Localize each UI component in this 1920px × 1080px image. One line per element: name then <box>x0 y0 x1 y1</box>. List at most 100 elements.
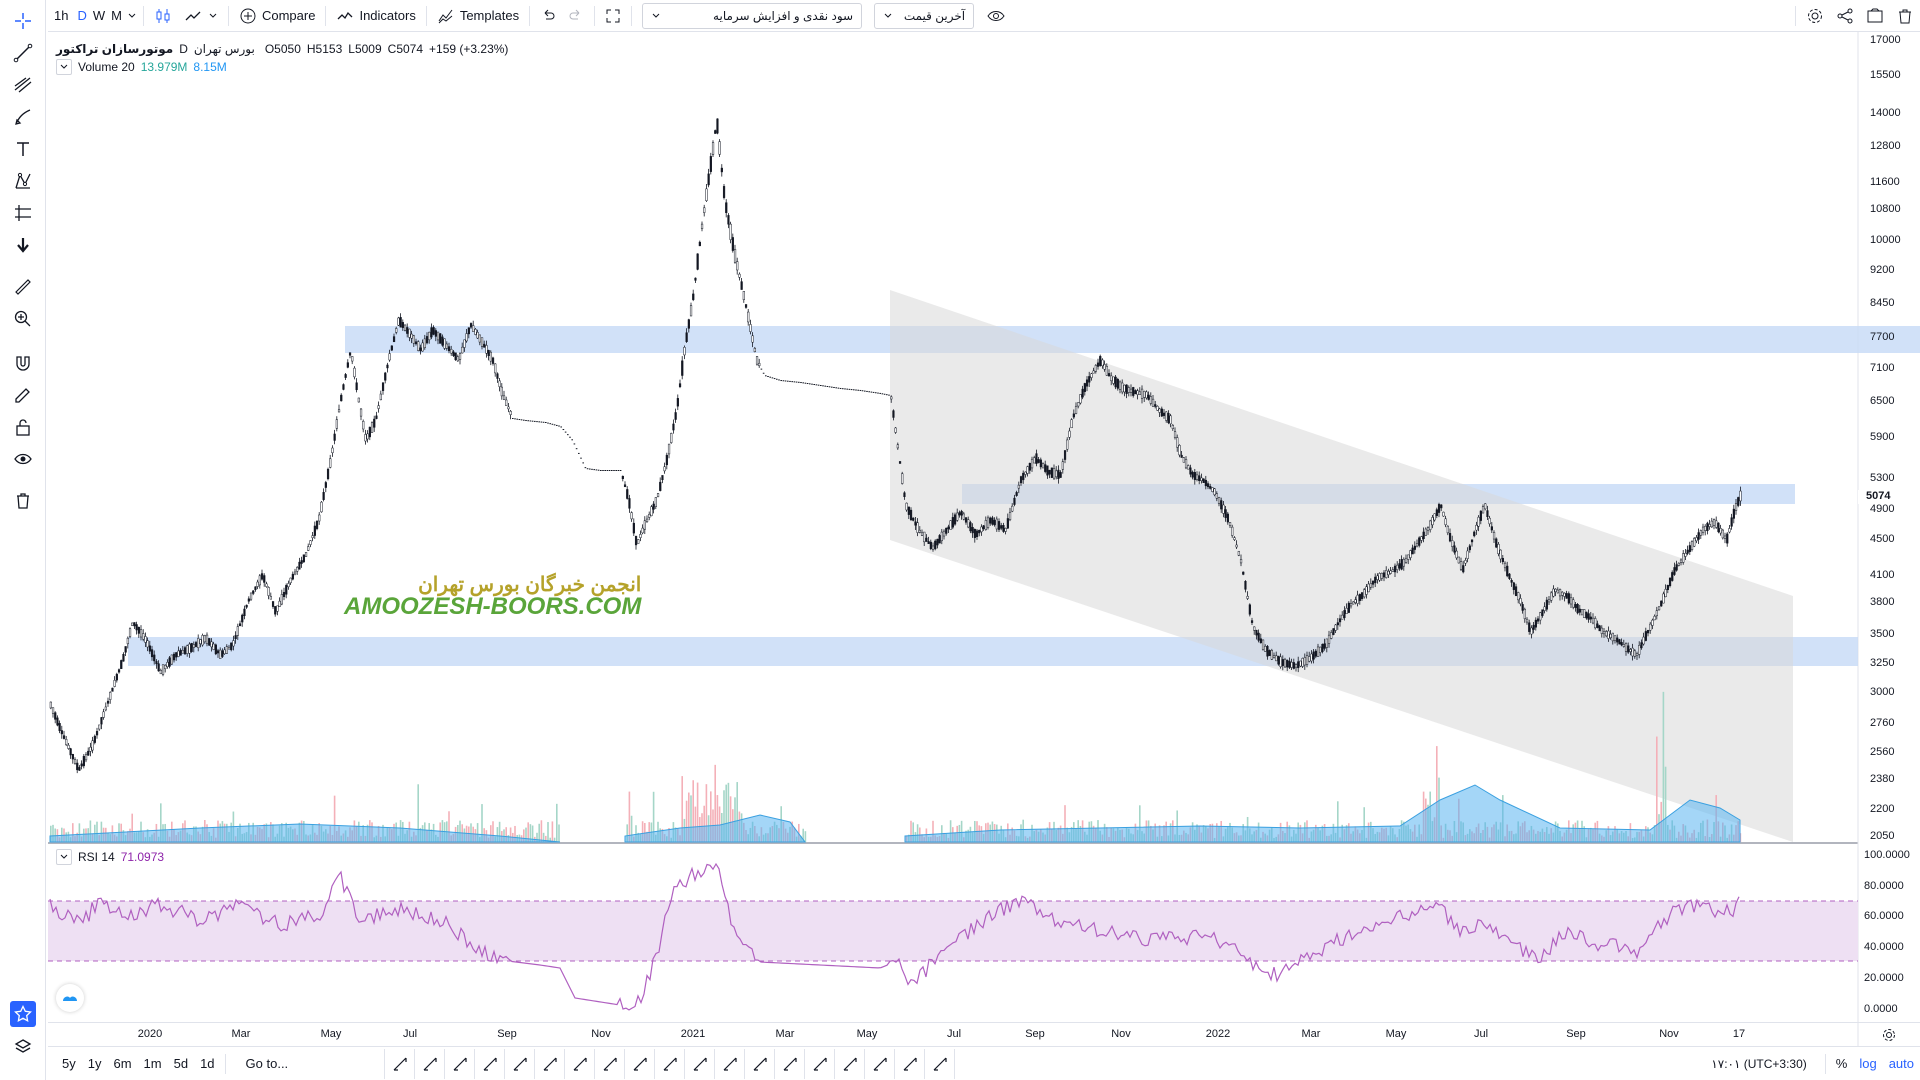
clock-display[interactable]: ۱۷:۰۱ (UTC+3:30) <box>1711 1056 1807 1071</box>
date-range-icon[interactable] <box>835 1048 866 1079</box>
parallel-channel-icon[interactable] <box>415 1048 446 1079</box>
range-5y[interactable]: 5y <box>62 1056 76 1071</box>
fib-retracement-icon[interactable] <box>10 72 36 98</box>
table-icon[interactable] <box>715 1048 746 1079</box>
collapse-legend-button[interactable] <box>56 59 72 75</box>
magnet-icon[interactable] <box>10 350 36 376</box>
candle <box>51 707 55 714</box>
trash-icon[interactable] <box>10 488 36 514</box>
arrow-down-icon[interactable] <box>10 232 36 258</box>
cross-line-icon[interactable] <box>595 1048 626 1079</box>
range-5d[interactable]: 5d <box>173 1056 189 1071</box>
rsi-axis[interactable]: 100.0000 80.0000 60.0000 40.0000 20.0000 0.00… <box>1864 849 1910 1015</box>
candle <box>975 530 979 538</box>
xabcd-pattern-icon[interactable] <box>805 1048 836 1079</box>
delete-button[interactable] <box>1890 0 1920 32</box>
pattern-icon[interactable] <box>10 168 36 194</box>
candle <box>931 545 935 550</box>
candle <box>1360 592 1364 599</box>
range-6m[interactable]: 6m <box>113 1056 132 1071</box>
interval-m[interactable]: M <box>108 0 125 32</box>
range-1y[interactable]: 1y <box>87 1056 102 1071</box>
interval-1h[interactable]: 1h <box>48 0 74 32</box>
text-icon[interactable] <box>10 136 36 162</box>
tradingview-logo-icon[interactable] <box>56 984 84 1012</box>
axis-settings-button[interactable] <box>1858 1022 1920 1046</box>
line-style-button[interactable] <box>178 0 224 32</box>
price-source-dropdown[interactable]: آخرین قیمت <box>874 2 975 29</box>
settings-button[interactable] <box>1800 0 1830 32</box>
goto-button[interactable]: Go to... <box>245 1056 289 1071</box>
interval-w[interactable]: W <box>90 0 108 32</box>
templates-button[interactable]: Templates <box>431 0 525 32</box>
pencil-lock-icon[interactable] <box>10 382 36 408</box>
volume-label[interactable]: Volume 20 <box>78 60 135 74</box>
time-axis[interactable]: 2020 Mar May Jul Sep Nov 2021 Mar May Jul Sep Nov 20… <box>48 1022 1858 1046</box>
abcd-pattern-icon[interactable] <box>745 1048 776 1079</box>
price-zone[interactable] <box>345 326 1920 353</box>
auto-toggle[interactable]: auto <box>1888 1056 1914 1071</box>
indicators-button[interactable]: Indicators <box>330 0 421 32</box>
range-1d[interactable]: 1d <box>200 1056 215 1071</box>
candle <box>694 277 697 281</box>
descending-channel[interactable] <box>890 290 1793 842</box>
range-1m[interactable]: 1m <box>143 1056 162 1071</box>
crosshair-icon[interactable] <box>10 8 36 34</box>
candle <box>879 392 881 394</box>
ruler-icon[interactable] <box>10 274 36 300</box>
visibility-button[interactable] <box>980 0 1012 32</box>
candle <box>373 418 376 428</box>
percent-toggle[interactable]: % <box>1835 1056 1848 1071</box>
snapshot-button[interactable] <box>1860 0 1890 32</box>
volume-bar <box>89 820 92 842</box>
compare-button[interactable]: Compare <box>233 0 321 32</box>
candle <box>1569 597 1573 605</box>
rsi-label[interactable]: RSI 14 <box>78 850 115 864</box>
chevron-down-icon <box>60 64 68 69</box>
price-axis[interactable]: 17000 15500 14000 12800 11600 10800 10000 9200 8… <box>1870 34 1901 842</box>
symbol-name[interactable]: موتورسازان تراکتور <box>56 42 174 56</box>
interval-dropdown[interactable] <box>125 0 139 32</box>
polyline-icon[interactable] <box>895 1048 926 1079</box>
collapse-rsi-button[interactable] <box>56 849 72 865</box>
fib-icon[interactable] <box>475 1048 506 1079</box>
candles-style-button[interactable] <box>148 0 178 32</box>
text-icon[interactable] <box>445 1048 476 1079</box>
fullscreen-button[interactable] <box>599 0 627 32</box>
interval-d[interactable]: D <box>74 0 89 32</box>
candle <box>1068 430 1071 438</box>
brush-icon[interactable] <box>10 104 36 130</box>
candle <box>670 433 673 443</box>
horizontal-ray-icon[interactable] <box>565 1048 596 1079</box>
layers-icon[interactable] <box>10 1034 36 1060</box>
candle <box>1343 610 1346 618</box>
candle <box>1237 551 1240 556</box>
log-toggle[interactable]: log <box>1859 1056 1877 1071</box>
eye-icon[interactable] <box>10 446 36 472</box>
candle <box>1521 604 1524 611</box>
share-button[interactable] <box>1830 0 1860 32</box>
curve-icon[interactable] <box>865 1048 896 1079</box>
abc-pattern-icon[interactable] <box>775 1048 806 1079</box>
undo-button[interactable] <box>534 0 562 32</box>
measure-icon[interactable] <box>925 1048 956 1079</box>
ray-icon[interactable] <box>505 1048 536 1079</box>
candle <box>886 394 888 396</box>
lock-icon[interactable] <box>10 414 36 440</box>
arrow-icon[interactable] <box>655 1048 686 1079</box>
path-icon[interactable] <box>625 1048 656 1079</box>
favorites-star-icon[interactable] <box>10 1001 36 1027</box>
redo-button[interactable] <box>562 0 590 32</box>
candle <box>855 389 857 391</box>
trend-line-icon[interactable] <box>10 40 36 66</box>
candle <box>740 281 743 290</box>
horizontal-line-icon[interactable] <box>685 1048 716 1079</box>
rectangle-icon[interactable] <box>385 1048 416 1079</box>
candle <box>289 577 292 584</box>
measure-icon[interactable] <box>10 200 36 226</box>
zoom-in-icon[interactable] <box>10 306 36 332</box>
callout-icon[interactable] <box>535 1048 566 1079</box>
candle <box>274 606 277 615</box>
dividends-dropdown[interactable]: سود نقدی و افزایش سرمایه <box>642 2 863 29</box>
